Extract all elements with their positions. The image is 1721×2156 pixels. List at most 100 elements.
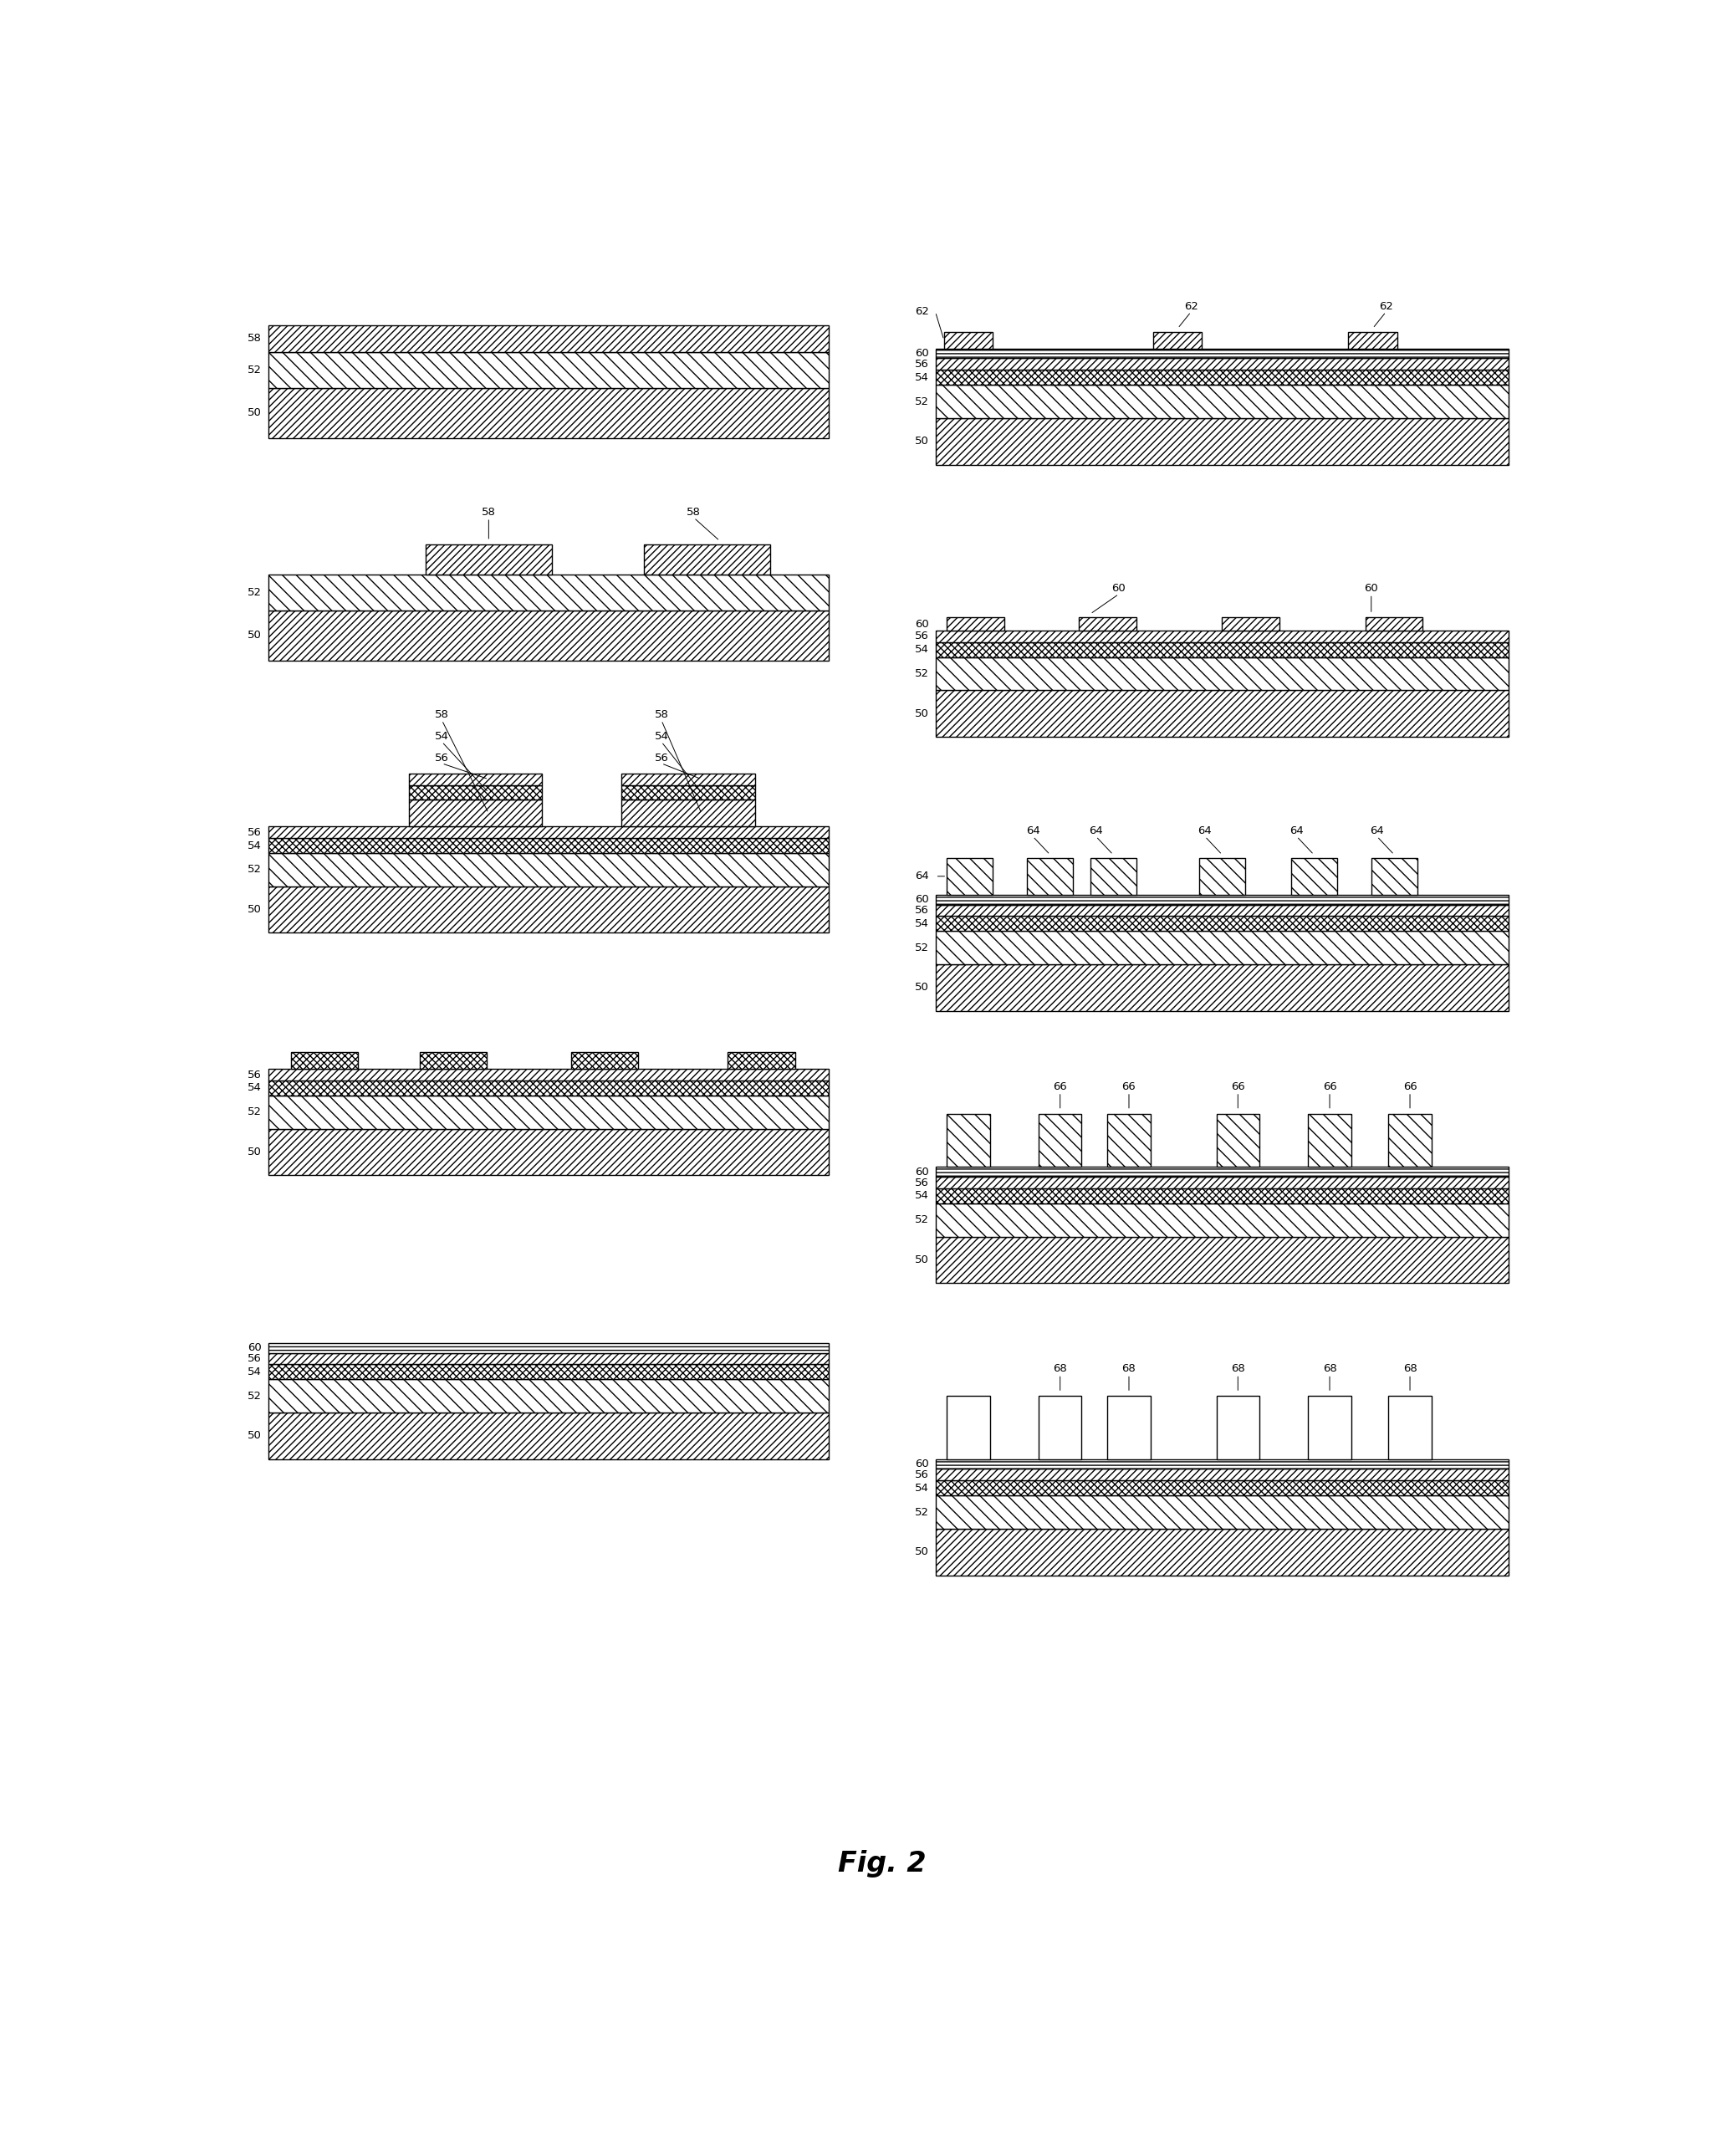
Bar bbox=[936, 964, 1509, 1011]
Bar bbox=[1153, 332, 1201, 349]
Text: 50: 50 bbox=[914, 1255, 929, 1266]
Bar bbox=[268, 1095, 830, 1128]
Text: 60: 60 bbox=[914, 347, 929, 358]
Bar bbox=[947, 858, 993, 895]
Bar bbox=[936, 1203, 1509, 1238]
Text: 54: 54 bbox=[435, 731, 449, 742]
Bar bbox=[408, 800, 542, 826]
Text: 66: 66 bbox=[1323, 1080, 1337, 1093]
Bar bbox=[936, 1496, 1509, 1529]
Bar bbox=[936, 358, 1509, 371]
Text: 62: 62 bbox=[1379, 302, 1392, 313]
Bar bbox=[268, 886, 830, 934]
Text: 68: 68 bbox=[1403, 1363, 1416, 1373]
Text: 60: 60 bbox=[1112, 582, 1126, 595]
Bar bbox=[947, 617, 1003, 630]
Bar bbox=[936, 349, 1509, 358]
Text: 64: 64 bbox=[914, 871, 929, 882]
Bar bbox=[936, 658, 1509, 690]
Bar bbox=[1389, 1395, 1432, 1460]
Text: 50: 50 bbox=[914, 1546, 929, 1557]
Text: 54: 54 bbox=[914, 918, 929, 929]
Text: 52: 52 bbox=[914, 1507, 929, 1518]
Text: 64: 64 bbox=[1089, 826, 1103, 837]
Text: 52: 52 bbox=[248, 1106, 262, 1117]
Bar bbox=[1348, 332, 1397, 349]
Text: 58: 58 bbox=[687, 507, 700, 517]
Bar bbox=[947, 1115, 990, 1166]
Text: 68: 68 bbox=[1053, 1363, 1067, 1373]
Bar bbox=[936, 916, 1509, 931]
Text: 56: 56 bbox=[914, 358, 929, 369]
Text: 52: 52 bbox=[914, 1214, 929, 1225]
Bar bbox=[621, 800, 756, 826]
Bar bbox=[1308, 1115, 1351, 1166]
Text: 58: 58 bbox=[482, 507, 496, 517]
Bar bbox=[1372, 858, 1416, 895]
Text: 52: 52 bbox=[914, 397, 929, 407]
Text: 64: 64 bbox=[1289, 826, 1305, 837]
Bar bbox=[1027, 858, 1072, 895]
Text: 56: 56 bbox=[914, 1470, 929, 1481]
Bar bbox=[936, 895, 1509, 906]
Bar bbox=[936, 690, 1509, 737]
Bar bbox=[621, 774, 756, 785]
Bar bbox=[947, 1395, 990, 1460]
Bar bbox=[936, 906, 1509, 916]
Bar bbox=[408, 774, 542, 785]
Text: 66: 66 bbox=[1053, 1080, 1067, 1093]
Bar bbox=[420, 1052, 487, 1069]
Bar bbox=[571, 1052, 638, 1069]
Text: 56: 56 bbox=[248, 1069, 262, 1080]
Bar bbox=[936, 630, 1509, 642]
Text: 56: 56 bbox=[914, 906, 929, 916]
Text: 60: 60 bbox=[1365, 582, 1379, 595]
Text: 52: 52 bbox=[248, 865, 262, 875]
Text: 68: 68 bbox=[1323, 1363, 1337, 1373]
Text: 60: 60 bbox=[914, 895, 929, 906]
Text: 50: 50 bbox=[248, 1429, 262, 1440]
Bar bbox=[268, 610, 830, 660]
Bar bbox=[936, 1238, 1509, 1283]
Text: 54: 54 bbox=[248, 1367, 262, 1378]
Text: 56: 56 bbox=[248, 828, 262, 839]
Bar bbox=[936, 1481, 1509, 1496]
Text: 66: 66 bbox=[1403, 1080, 1416, 1093]
Bar bbox=[1089, 858, 1136, 895]
Text: 62: 62 bbox=[1184, 302, 1198, 313]
Text: 56: 56 bbox=[435, 752, 449, 763]
Text: 62: 62 bbox=[914, 306, 929, 317]
Bar bbox=[943, 332, 993, 349]
Bar bbox=[936, 386, 1509, 418]
Bar bbox=[936, 1468, 1509, 1481]
Text: 54: 54 bbox=[248, 841, 262, 852]
Bar bbox=[936, 931, 1509, 964]
Text: 50: 50 bbox=[248, 407, 262, 418]
Text: 56: 56 bbox=[248, 1354, 262, 1365]
Bar bbox=[936, 1177, 1509, 1188]
Text: 50: 50 bbox=[248, 1147, 262, 1158]
Text: 50: 50 bbox=[914, 983, 929, 994]
Bar bbox=[936, 371, 1509, 386]
Text: 58: 58 bbox=[435, 709, 449, 720]
Text: 54: 54 bbox=[914, 373, 929, 384]
Text: 56: 56 bbox=[914, 632, 929, 642]
Bar bbox=[644, 543, 771, 573]
Text: 60: 60 bbox=[914, 1166, 929, 1177]
Bar bbox=[268, 839, 830, 854]
Text: Fig. 2: Fig. 2 bbox=[838, 1850, 926, 1878]
Bar bbox=[268, 1128, 830, 1175]
Bar bbox=[268, 1343, 830, 1352]
Text: 54: 54 bbox=[914, 645, 929, 655]
Text: 56: 56 bbox=[914, 1177, 929, 1188]
Bar bbox=[936, 418, 1509, 464]
Text: 60: 60 bbox=[914, 619, 929, 630]
Text: 60: 60 bbox=[248, 1343, 262, 1354]
Bar bbox=[1365, 617, 1423, 630]
Bar bbox=[1308, 1395, 1351, 1460]
Text: 66: 66 bbox=[1122, 1080, 1136, 1093]
Text: 66: 66 bbox=[1231, 1080, 1244, 1093]
Bar bbox=[1038, 1395, 1081, 1460]
Text: 64: 64 bbox=[1370, 826, 1384, 837]
Bar bbox=[621, 785, 756, 800]
